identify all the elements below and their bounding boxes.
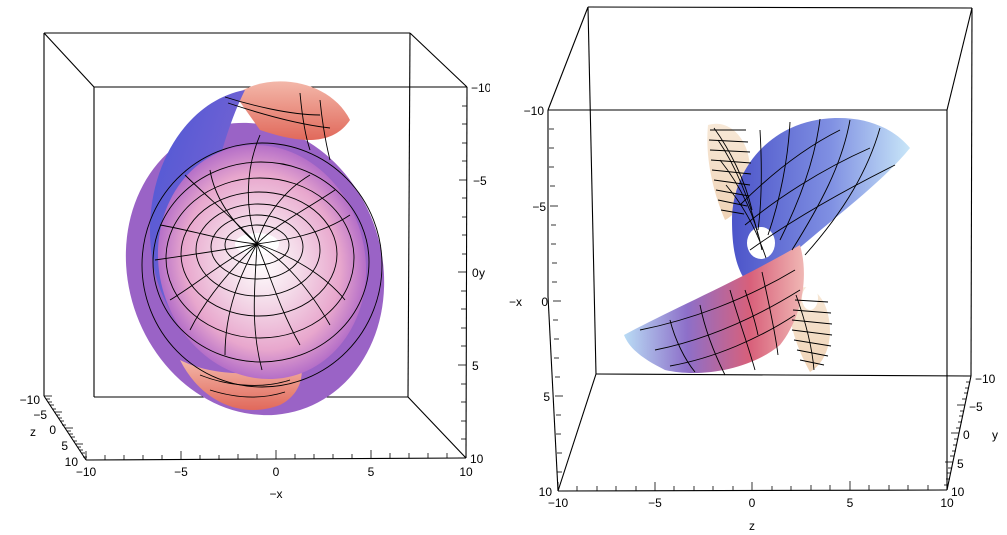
right-x-tick-4: 5 [543,390,550,404]
right-left-axis: −10 −5 0 5 10 −x [509,104,566,499]
left-z-tick-4: 5 [61,439,68,453]
right-x-tick-1: −10 [524,104,545,118]
left-bottom-axis: −10 −5 0 5 10 −x [76,449,473,501]
left-depth-axis: −10 −5 0 5 10 z [20,393,94,469]
right-z-tick-1: −10 [548,496,569,510]
right-z-tick-4: 5 [847,496,854,510]
right-y-tick-1: −10 [975,372,996,386]
right-z-tick-2: −5 [648,496,662,510]
left-y-axis-label: y [479,266,485,280]
right-x-tick-2: −5 [532,200,546,214]
left-z-axis-label: z [30,425,36,439]
left-y-tick-4: 5 [472,359,479,373]
left-x-axis-label: −x [269,487,282,501]
right-bottom-axis: −10 −5 0 5 10 z [548,481,954,533]
left-right-axis: −10 −5 0 5 10 y [458,81,490,466]
right-depth-axis: −10 −5 0 5 10 y [939,372,998,499]
left-y-tick-2: −5 [473,174,487,188]
right-y-axis-label: y [992,428,998,442]
left-x-tick-5: 10 [459,465,473,479]
left-3d-plot: −10 −5 0 5 10 −x −10 −5 0 5 10 [0,0,490,535]
right-y-tick-2: −5 [969,400,983,414]
right-y-tick-4: 5 [957,457,964,471]
right-3d-plot: −10 −5 0 5 10 z −10 −5 0 5 10 [500,0,1007,535]
left-mesh [141,92,383,398]
left-z-tick-1: −10 [20,393,41,407]
right-box-front [547,6,973,492]
right-y-tick-5: 10 [951,485,965,499]
left-y-tick-5: 10 [470,452,484,466]
right-z-tick-5: 10 [940,496,954,510]
right-box-back [547,109,972,377]
left-x-tick-2: −5 [174,465,188,479]
right-mesh [639,118,896,376]
left-plot-svg: −10 −5 0 5 10 −x −10 −5 0 5 10 [20,32,490,501]
right-z-tick-3: 0 [749,496,756,510]
left-box-front [43,32,468,461]
right-x-tick-5: 10 [539,485,553,499]
right-central-hole [747,227,775,259]
left-x-tick-1: −10 [76,465,97,479]
right-plot-svg: −10 −5 0 5 10 z −10 −5 0 5 10 [509,6,998,533]
right-y-tick-3: 0 [963,428,970,442]
left-z-tick-2: −5 [33,408,47,422]
left-y-tick-1: −10 [471,81,490,95]
right-x-tick-3: 0 [541,295,548,309]
left-z-tick-3: 0 [49,423,56,437]
right-z-axis-label: z [749,519,755,533]
left-x-tick-4: 5 [368,465,375,479]
right-lower-hole [802,286,818,310]
left-z-tick-5: 10 [65,455,79,469]
left-x-tick-3: 0 [273,465,280,479]
right-surface [624,117,910,376]
salmon-top-lobe [235,81,350,140]
left-y-tick-3: 0 [472,266,479,280]
right-x-axis-label: −x [509,295,522,309]
left-surface [125,81,385,416]
